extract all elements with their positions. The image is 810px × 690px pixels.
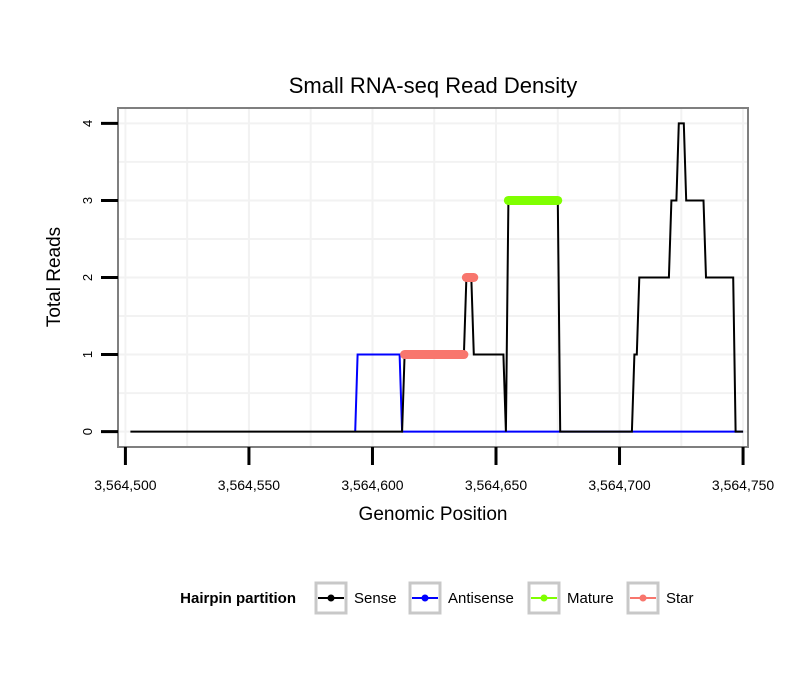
legend-key-dot-star (639, 594, 647, 602)
legend-label-mature: Mature (567, 590, 614, 607)
x-tick-label: 3,564,500 (94, 477, 156, 493)
legend-key-dot-antisense (421, 594, 429, 602)
legend-key-dot-mature (540, 594, 548, 602)
x-tick-label: 3,564,650 (465, 477, 527, 493)
x-axis-label: Genomic Position (359, 504, 508, 525)
legend-label-antisense: Antisense (448, 590, 514, 607)
legend-label-star: Star (666, 590, 694, 607)
series-line-antisense (354, 353, 744, 433)
y-axis: 0 1 2 3 4 (80, 120, 118, 435)
legend: Hairpin partition Sense Antisense Mature St… (180, 581, 694, 615)
series-layer (130, 122, 744, 433)
y-tick-label: 3 (80, 197, 95, 204)
x-tick-label: 3,564,600 (341, 477, 403, 493)
legend-item-sense: Sense (314, 581, 397, 615)
x-tick-label: 3,564,550 (218, 477, 280, 493)
legend-item-star: Star (626, 581, 694, 615)
x-tick-label: 3,564,750 (712, 477, 774, 493)
legend-title: Hairpin partition (180, 590, 296, 607)
y-axis-label: Total Reads (44, 227, 65, 327)
legend-item-antisense: Antisense (408, 581, 514, 615)
series-line-sense (130, 122, 744, 433)
x-tick-label: 3,564,700 (588, 477, 650, 493)
y-tick-label: 0 (80, 428, 95, 435)
y-tick-label: 4 (80, 120, 95, 127)
x-axis: 3,564,500 3,564,550 3,564,600 3,564,650 3,56… (94, 447, 774, 493)
chart-title: Small RNA-seq Read Density (289, 73, 578, 98)
legend-label-sense: Sense (354, 590, 397, 607)
y-tick-label: 1 (80, 351, 95, 358)
legend-key-dot-sense (327, 594, 335, 602)
y-tick-label: 2 (80, 274, 95, 281)
legend-item-mature: Mature (527, 581, 614, 615)
